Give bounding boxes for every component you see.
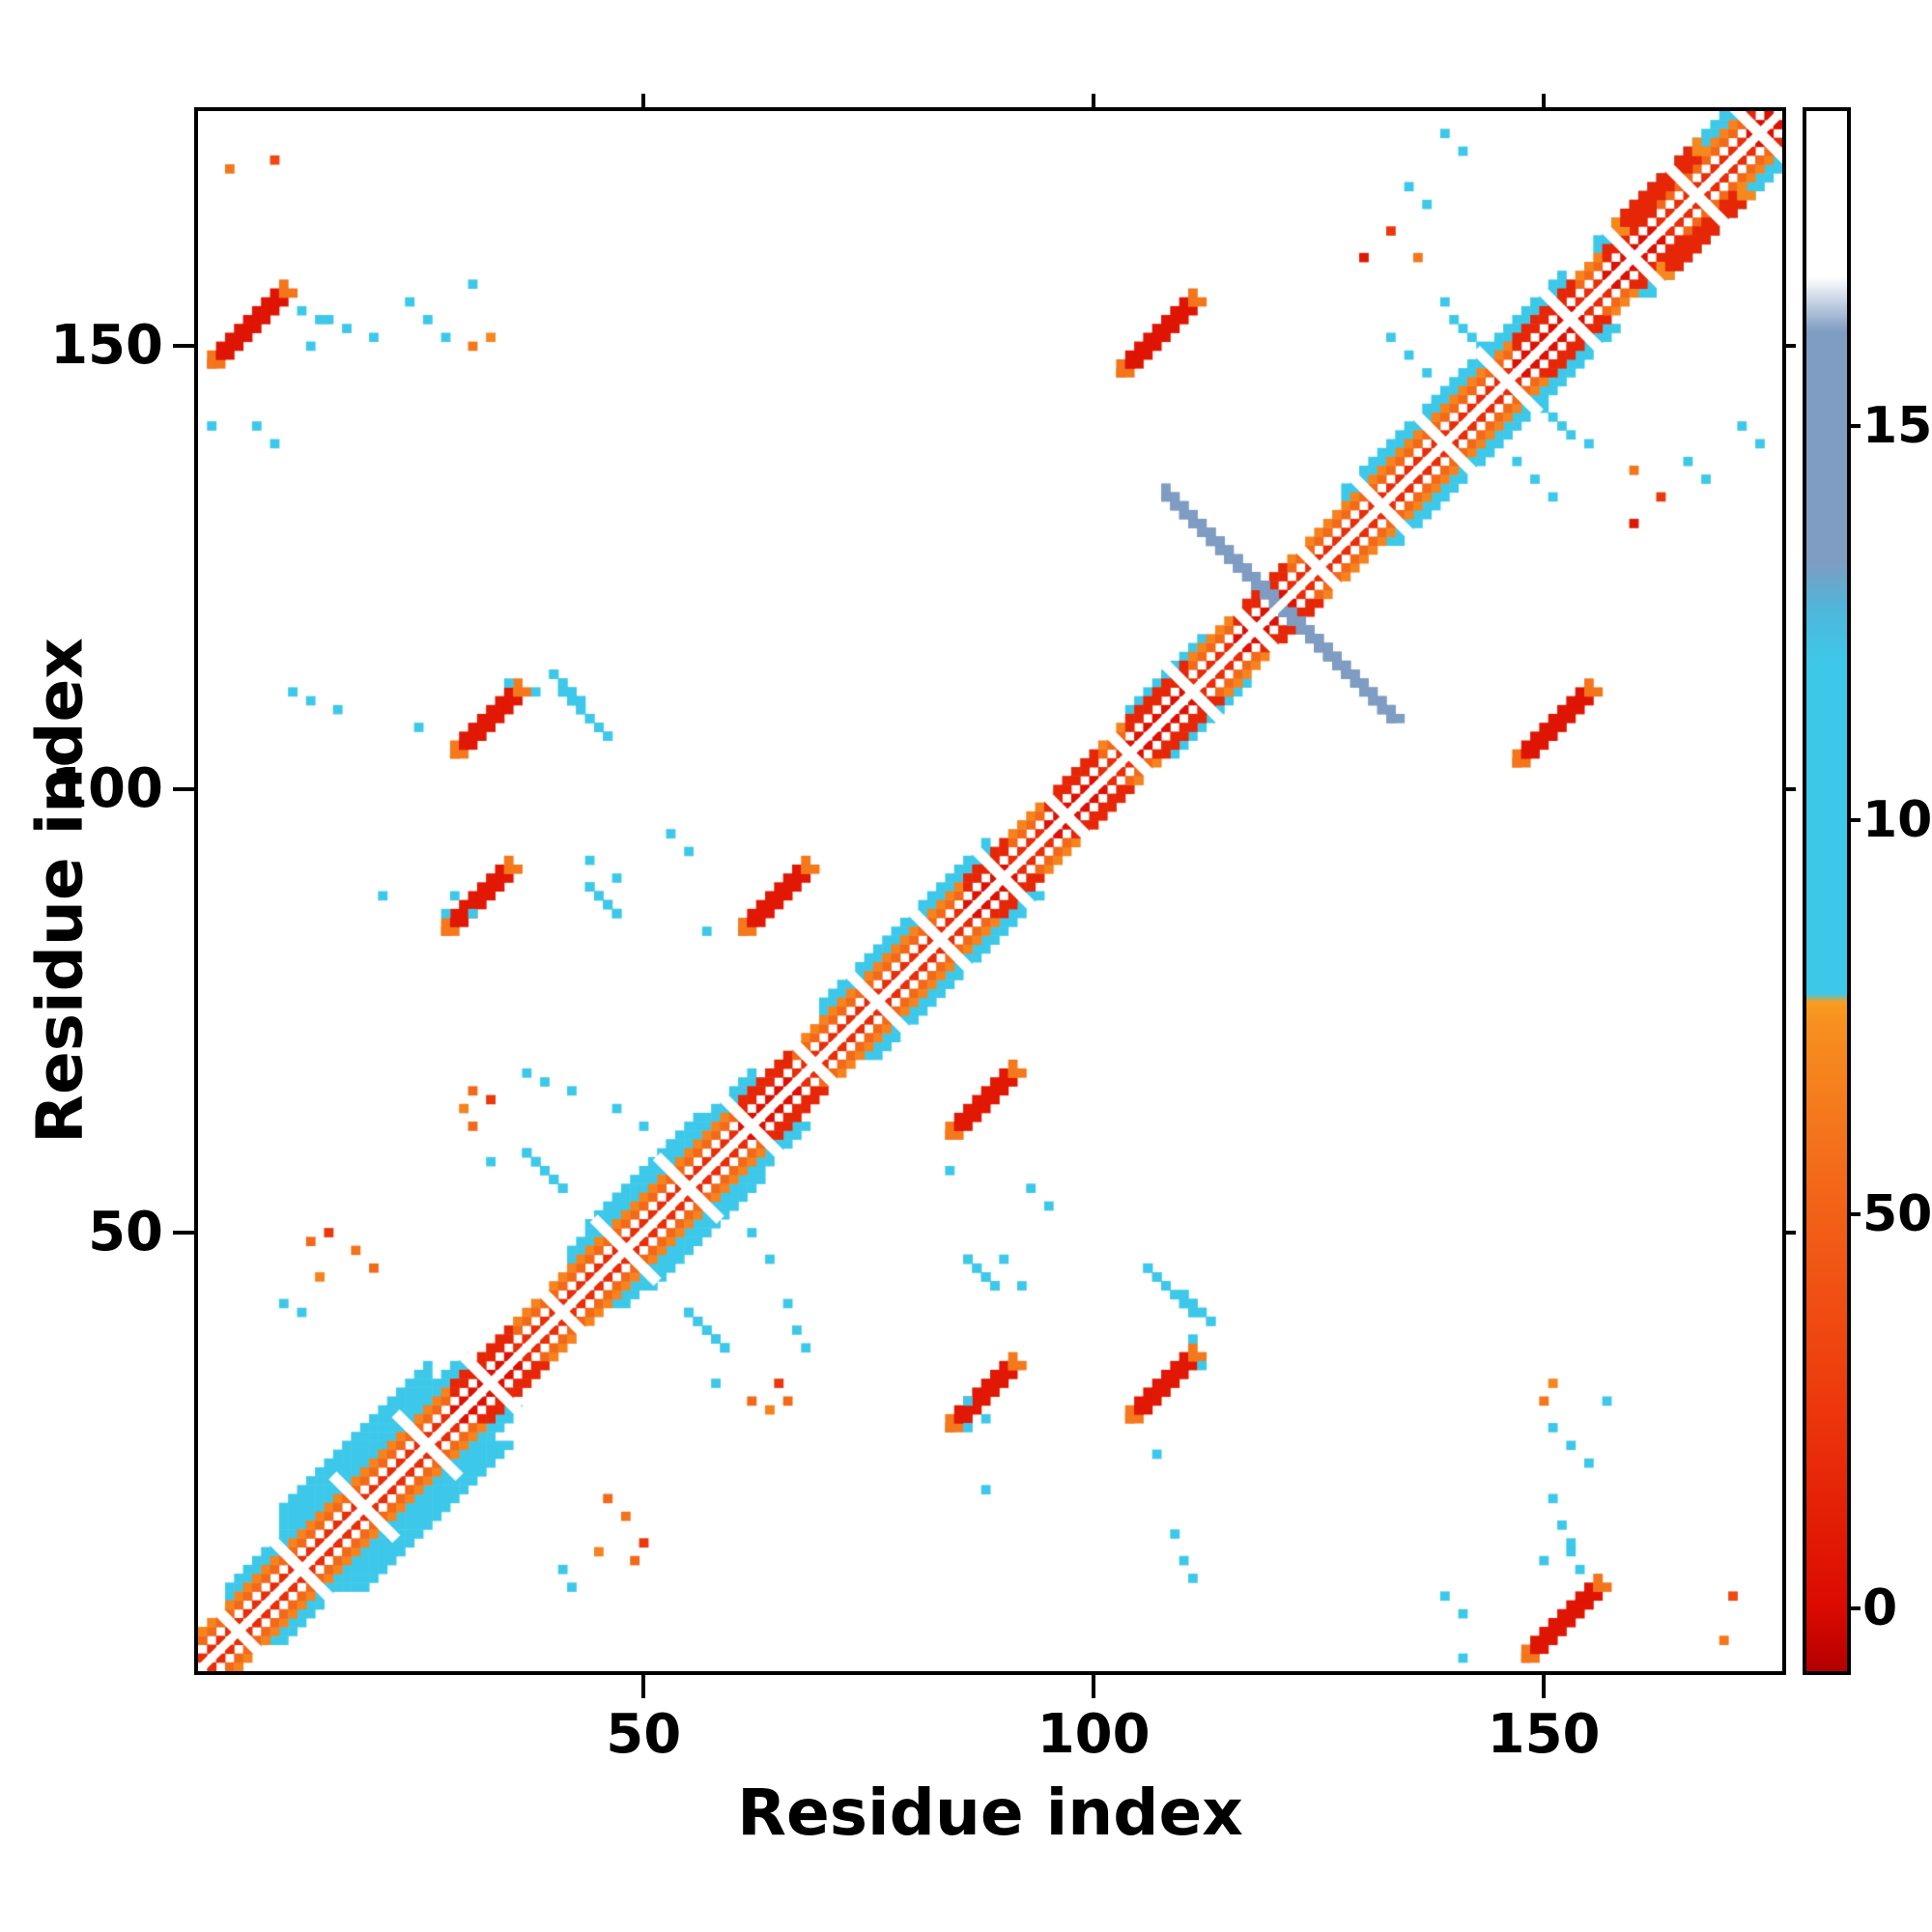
- x-tick-label: 50: [606, 1703, 682, 1766]
- y-tick-mark: [173, 1230, 196, 1235]
- x-tick-label: 100: [1037, 1703, 1151, 1766]
- x-tick-mark-top: [1092, 94, 1096, 107]
- colorbar-tick-mark: [1847, 1605, 1861, 1610]
- y-tick-mark: [173, 344, 196, 349]
- colorbar-tick-mark: [1847, 424, 1861, 429]
- colorbar-tick-label: 50: [1862, 1184, 1932, 1243]
- x-axis-label: Residue index: [737, 1776, 1243, 1850]
- y-tick-label: 100: [50, 756, 163, 820]
- x-tick-label: 150: [1487, 1703, 1601, 1766]
- x-tick-mark: [1092, 1675, 1096, 1698]
- y-tick-mark-right: [1784, 344, 1796, 349]
- colorbar-tick-mark: [1847, 1211, 1861, 1216]
- y-tick-label: 50: [88, 1200, 163, 1264]
- colorbar: [1803, 107, 1851, 1675]
- y-tick-label: 150: [50, 314, 163, 378]
- colorbar-tick-label: 150: [1862, 397, 1932, 456]
- x-tick-mark-top: [1542, 94, 1547, 107]
- y-tick-mark: [173, 786, 196, 791]
- y-axis-label: Residue index: [22, 638, 98, 1144]
- x-tick-mark: [1542, 1675, 1547, 1698]
- colorbar-canvas: [1806, 111, 1847, 1671]
- y-tick-mark-right: [1784, 786, 1796, 791]
- colorbar-tick-label: 0: [1862, 1578, 1898, 1637]
- heatmap-canvas: [198, 111, 1782, 1671]
- x-tick-mark-top: [641, 94, 646, 107]
- colorbar-tick-label: 100: [1862, 791, 1932, 850]
- plot-area: [194, 107, 1786, 1675]
- x-tick-mark: [641, 1675, 646, 1698]
- y-tick-mark-right: [1784, 1230, 1796, 1235]
- colorbar-tick-mark: [1847, 818, 1861, 823]
